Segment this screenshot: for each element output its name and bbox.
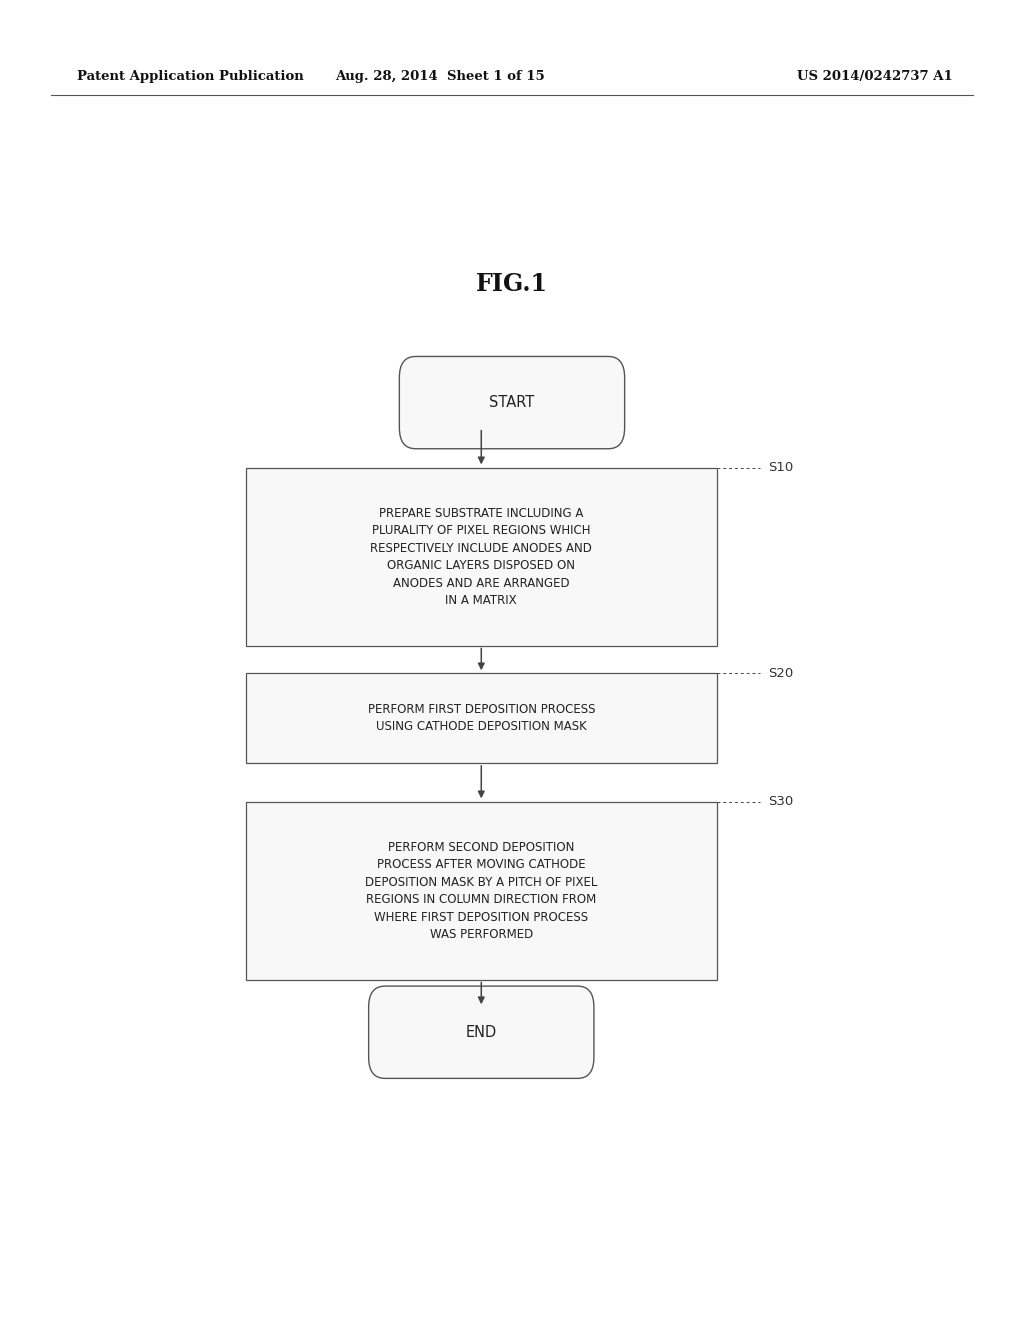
FancyBboxPatch shape <box>399 356 625 449</box>
Text: PERFORM SECOND DEPOSITION
PROCESS AFTER MOVING CATHODE
DEPOSITION MASK BY A PITC: PERFORM SECOND DEPOSITION PROCESS AFTER … <box>366 841 597 941</box>
FancyBboxPatch shape <box>246 673 717 763</box>
Text: S20: S20 <box>768 667 794 680</box>
Text: PERFORM FIRST DEPOSITION PROCESS
USING CATHODE DEPOSITION MASK: PERFORM FIRST DEPOSITION PROCESS USING C… <box>368 702 595 734</box>
Text: START: START <box>489 395 535 411</box>
Text: Aug. 28, 2014  Sheet 1 of 15: Aug. 28, 2014 Sheet 1 of 15 <box>336 70 545 83</box>
FancyBboxPatch shape <box>246 469 717 647</box>
Text: FIG.1: FIG.1 <box>476 272 548 296</box>
Text: S30: S30 <box>768 796 794 808</box>
Text: US 2014/0242737 A1: US 2014/0242737 A1 <box>797 70 952 83</box>
Text: PREPARE SUBSTRATE INCLUDING A
PLURALITY OF PIXEL REGIONS WHICH
RESPECTIVELY INCL: PREPARE SUBSTRATE INCLUDING A PLURALITY … <box>371 507 592 607</box>
Text: Patent Application Publication: Patent Application Publication <box>77 70 303 83</box>
Text: S10: S10 <box>768 462 794 474</box>
FancyBboxPatch shape <box>369 986 594 1078</box>
Text: END: END <box>466 1024 497 1040</box>
FancyBboxPatch shape <box>246 801 717 979</box>
